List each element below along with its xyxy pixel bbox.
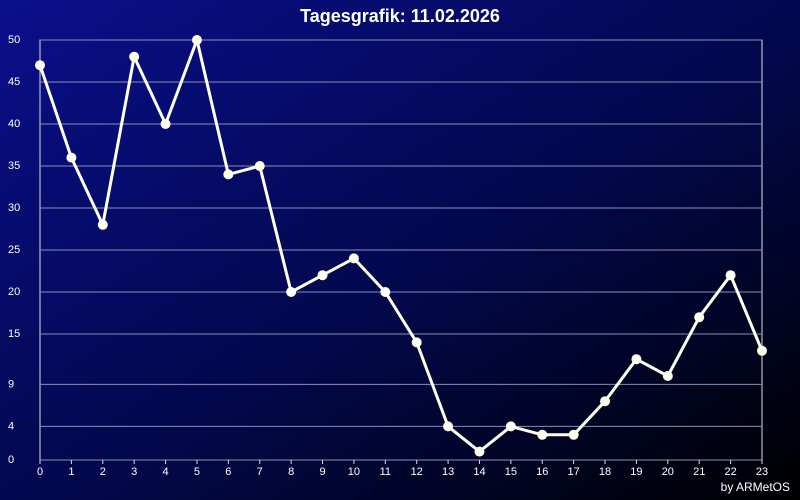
x-tick-label: 2 [100, 466, 106, 478]
x-tick-label: 4 [163, 466, 169, 478]
data-point [505, 421, 516, 432]
data-point [662, 371, 673, 381]
x-tick-label: 8 [288, 466, 294, 478]
x-tick-label: 0 [37, 466, 43, 478]
x-tick-label: 21 [693, 466, 705, 478]
y-tick-label: 30 [8, 202, 20, 214]
x-tick-label: 23 [756, 466, 768, 478]
y-tick-label: 4 [8, 420, 14, 432]
y-tick-label: 15 [8, 328, 20, 340]
x-tick-label: 7 [257, 466, 263, 478]
data-point [600, 396, 611, 407]
y-tick-label: 20 [8, 286, 20, 298]
y-tick-label: 0 [8, 454, 14, 466]
y-tick-label: 25 [8, 244, 20, 256]
data-point [757, 345, 767, 356]
data-point [537, 429, 548, 440]
data-point [411, 337, 422, 348]
x-tick-label: 14 [473, 466, 485, 478]
data-point [631, 354, 642, 365]
footer: by ARMetOS [721, 480, 790, 494]
data-point [348, 253, 359, 264]
data-point [443, 421, 454, 432]
data-point [317, 270, 328, 281]
x-tick-label: 17 [568, 466, 580, 478]
data-point [66, 152, 77, 163]
y-tick-label: 50 [8, 34, 20, 46]
data-point [725, 270, 736, 281]
data-point [474, 446, 485, 457]
y-tick-label: 40 [8, 118, 20, 130]
data-point [191, 35, 202, 45]
x-tick-label: 9 [319, 466, 325, 478]
x-tick-label: 6 [225, 466, 231, 478]
data-point [35, 60, 45, 71]
x-tick-label: 12 [411, 466, 423, 478]
x-tick-label: 3 [131, 466, 137, 478]
data-line [38, 38, 764, 454]
x-tick-label: 20 [662, 466, 674, 478]
data-point [254, 161, 265, 171]
data-point [694, 312, 705, 323]
x-tick-label: 15 [505, 466, 517, 478]
x-tick-label: 13 [442, 466, 454, 478]
x-tick-label: 1 [68, 466, 74, 478]
x-tick-label: 18 [599, 466, 611, 478]
x-tick-label: 19 [630, 466, 642, 478]
x-tick-label: 11 [380, 466, 391, 478]
x-tick-label: 5 [194, 466, 200, 478]
data-point [380, 287, 391, 297]
x-tick-label: 16 [536, 466, 548, 478]
data-point [286, 287, 297, 297]
data-point [568, 429, 579, 440]
x-tick-label: 10 [348, 466, 360, 478]
data-point [97, 219, 108, 230]
data-point [223, 169, 234, 180]
data-point [129, 51, 140, 62]
y-tick-label: 9 [8, 378, 14, 390]
x-tick-label: 22 [724, 466, 736, 478]
y-tick-label: 45 [8, 76, 20, 88]
chart-title: Tagesgrafik: 11.02.2026 [300, 6, 500, 26]
data-point [160, 119, 171, 129]
y-tick-label: 35 [8, 160, 20, 172]
